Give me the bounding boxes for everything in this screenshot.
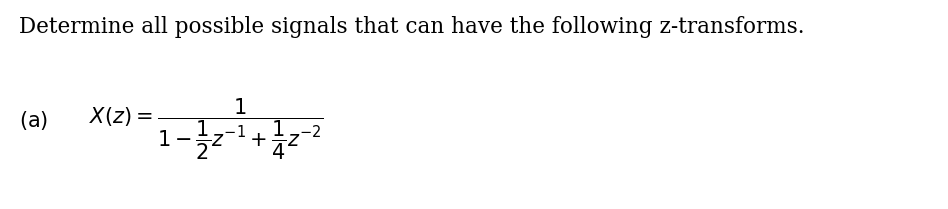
Text: $X(z) = \dfrac{1}{1 - \dfrac{1}{2}z^{-1} + \dfrac{1}{4}z^{-2}}$: $X(z) = \dfrac{1}{1 - \dfrac{1}{2}z^{-1}…: [89, 97, 324, 162]
Text: $\mathrm{(a)}$: $\mathrm{(a)}$: [19, 110, 48, 133]
Text: Determine all possible signals that can have the following z-transforms.: Determine all possible signals that can …: [19, 16, 805, 38]
